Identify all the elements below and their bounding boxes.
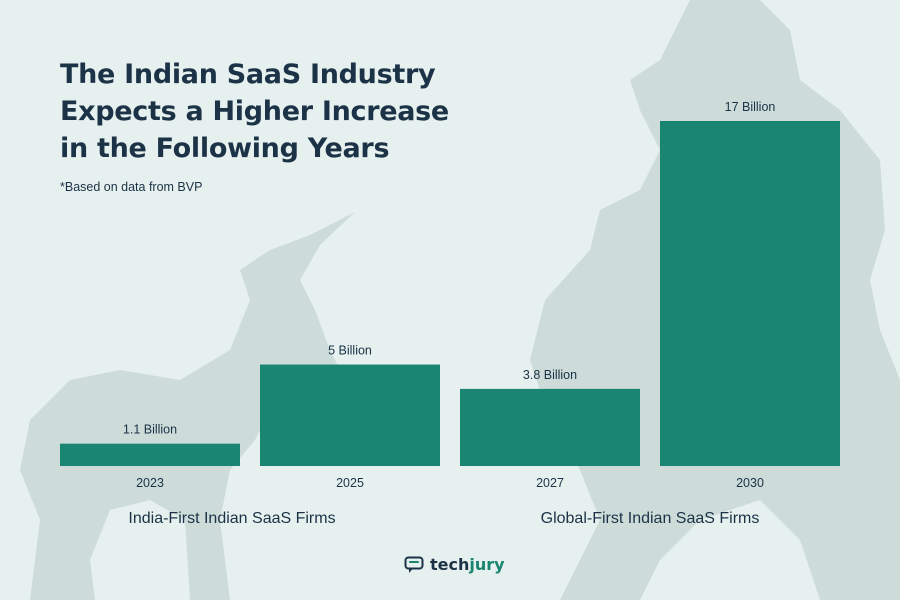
group-label-india-first: India-First Indian SaaS Firms (128, 510, 336, 527)
brand-logo: techjury (404, 555, 505, 574)
data-label: 1.1 Billion (123, 423, 177, 437)
unicorn-silhouette (20, 212, 355, 600)
data-label: 5 Billion (328, 344, 372, 358)
bar-2023 (60, 443, 240, 466)
x-tick-label: 2030 (736, 476, 764, 490)
brand-name-suffix: jury (469, 555, 505, 574)
chat-bubble-icon (404, 556, 424, 573)
chart-subtitle: *Based on data from BVP (60, 180, 203, 194)
bar-2027 (460, 388, 640, 466)
x-tick-label: 2025 (336, 476, 364, 490)
title-line: The Indian SaaS Industry (60, 59, 436, 90)
group-label-global-first: Global-First Indian SaaS Firms (540, 510, 760, 527)
x-tick-label: 2027 (536, 476, 564, 490)
brand-name: techjury (430, 555, 505, 574)
bar-2025 (260, 364, 440, 466)
brand-name-prefix: tech (430, 555, 470, 574)
title-line: in the Following Years (60, 133, 390, 164)
data-label: 3.8 Billion (523, 368, 577, 382)
title-line: Expects a Higher Increase (60, 96, 449, 127)
data-label: 17 Billion (725, 100, 776, 114)
bar-2030 (660, 121, 840, 466)
x-tick-label: 2023 (136, 476, 164, 490)
chart-title: The Indian SaaS Industry Expects a Highe… (60, 56, 480, 167)
